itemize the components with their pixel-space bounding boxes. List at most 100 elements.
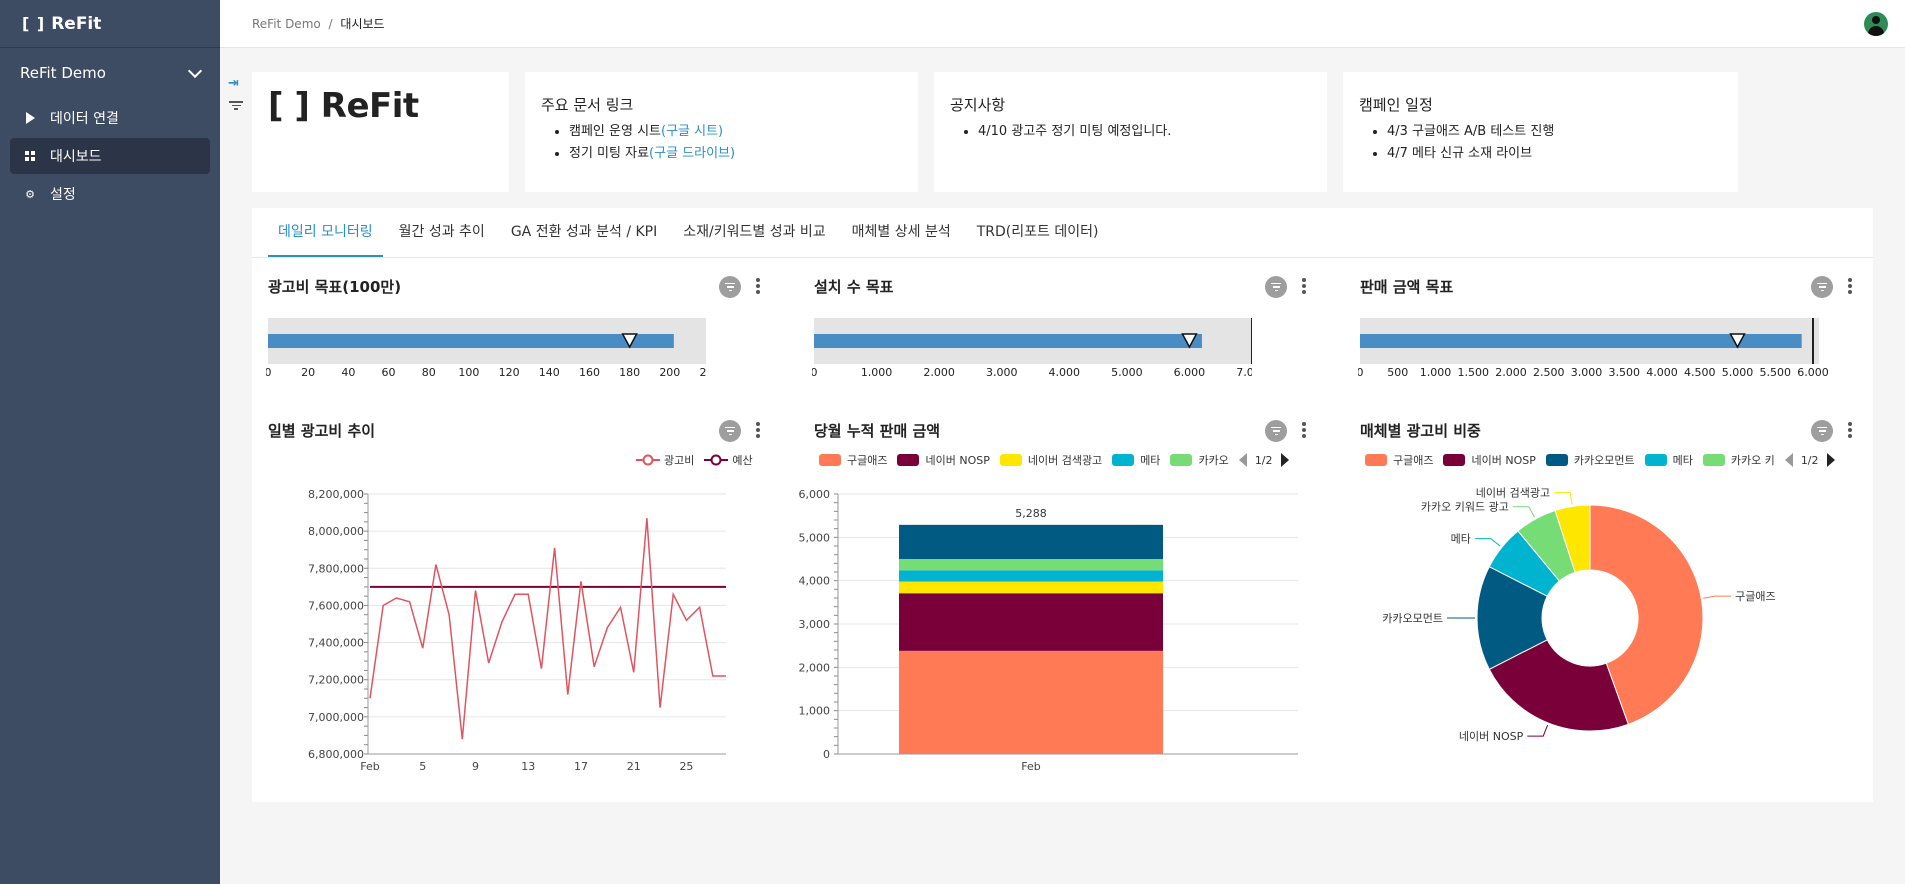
tab-creative-keyword[interactable]: 소재/키워드별 성과 비교 xyxy=(683,224,826,240)
filter-icon[interactable] xyxy=(228,101,244,110)
widget-filter-icon[interactable] xyxy=(719,420,741,442)
legend-item[interactable]: 네이버 검색광고 xyxy=(999,452,1102,468)
chevron-down-icon xyxy=(187,63,203,78)
tab-media-detail[interactable]: 매체별 상세 분석 xyxy=(851,224,951,240)
widget-filter-icon[interactable] xyxy=(1265,276,1287,298)
donut-slice-label: 메타 xyxy=(1451,533,1471,546)
legend-prev-icon[interactable] xyxy=(1238,453,1247,467)
sidebar-item-data-connection[interactable]: 데이터 연결 xyxy=(10,100,210,136)
more-vert-icon[interactable] xyxy=(1301,421,1307,439)
bar-segment xyxy=(899,524,1163,559)
grid-icon xyxy=(22,151,38,161)
legend-item[interactable]: 네이버 NOSP xyxy=(1443,452,1536,468)
tab-daily-monitoring[interactable]: 데일리 모니터링 xyxy=(268,208,383,257)
more-vert-icon[interactable] xyxy=(1301,277,1307,295)
sidebar-item-dashboard[interactable]: 대시보드 xyxy=(10,138,210,174)
legend-item[interactable]: 카카오 xyxy=(1170,452,1229,468)
legend-next-icon[interactable] xyxy=(1826,453,1835,467)
y-tick-label: 1,000 xyxy=(799,705,831,718)
breadcrumb-current: 대시보드 xyxy=(340,17,385,31)
bullet-tick-label: 1,000 xyxy=(1420,366,1452,376)
breadcrumb-root[interactable]: ReFit Demo xyxy=(252,17,321,31)
bullet-tick-label: 80 xyxy=(422,366,436,376)
bullet-tick-label: 40 xyxy=(341,366,355,376)
schedule-item: 4/7 메타 신규 소재 라이브 xyxy=(1387,143,1722,165)
legend-item-spend[interactable]: 광고비 xyxy=(636,452,694,468)
x-tick-label: 17 xyxy=(574,760,588,773)
legend-label: 네이버 NOSP xyxy=(925,454,990,467)
logo-brackets-large: [ ] xyxy=(268,86,310,126)
tab-ga-conversion[interactable]: GA 전환 성과 분석 / KPI xyxy=(510,224,658,240)
legend-item[interactable]: 메타 xyxy=(1112,452,1160,468)
legend-line-marker-icon xyxy=(636,454,660,466)
y-tick-label: 7,800,000 xyxy=(308,562,364,575)
bullet-tick-label: 1,500 xyxy=(1458,366,1490,376)
widget-filter-icon[interactable] xyxy=(1265,420,1287,442)
line-chart-daily-spend: 6,800,000 7,000,000 7,200,000 7,400,000 7,60… xyxy=(308,488,726,773)
legend-item[interactable]: 네이버 NOSP xyxy=(897,452,990,468)
donut-label-leader xyxy=(1474,538,1501,547)
y-tick-label: 6,000 xyxy=(799,488,831,501)
legend-swatch xyxy=(1365,454,1387,466)
more-vert-icon[interactable] xyxy=(755,421,761,439)
schedule-card: 캠페인 일정 4/3 구글애즈 A/B 테스트 진행 4/7 메타 신규 소재 … xyxy=(1343,72,1738,192)
legend-label: 구글애즈 xyxy=(847,454,888,467)
legend-label: 카카오 xyxy=(1198,454,1229,467)
avatar[interactable] xyxy=(1864,12,1888,36)
notice-item: 4/10 광고주 정기 미팅 예정입니다. xyxy=(978,121,1311,143)
bullet-tick-label: 180 xyxy=(619,366,640,376)
donut-label-leader xyxy=(1512,506,1536,518)
widget-filter-icon[interactable] xyxy=(1811,420,1833,442)
app-logo[interactable]: [ ] ReFit xyxy=(0,0,220,48)
y-tick-label: 3,000 xyxy=(799,618,831,631)
series-line-spend xyxy=(369,518,726,740)
logo-card: [ ] ReFit xyxy=(252,72,509,192)
widget-title-media-share: 매체별 광고비 비중 xyxy=(1360,422,1481,440)
legend-item-budget[interactable]: 예산 xyxy=(704,452,753,468)
legend-item[interactable]: 메타 xyxy=(1644,452,1693,468)
docs-link[interactable]: (구글 드라이브) xyxy=(649,146,736,161)
docs-item-text: 정기 미팅 자료 xyxy=(569,146,650,161)
bullet-tick-label: 4,000 xyxy=(1049,366,1081,376)
bullet-tick-label: 3,000 xyxy=(986,366,1018,376)
donut-slice xyxy=(1488,639,1629,732)
sidebar: [ ] ReFit ReFit Demo 데이터 연결 대시보드 ⚙ 설정 xyxy=(0,0,220,884)
widget-title-daily-spend: 일별 광고비 추이 xyxy=(268,422,376,440)
legend-swatch xyxy=(999,454,1022,466)
y-tick-label: 4,000 xyxy=(799,575,831,588)
docs-item: 정기 미팅 자료(구글 드라이브) xyxy=(569,143,902,165)
legend-item[interactable]: 카카오모먼트 xyxy=(1545,452,1635,468)
widget-filter-icon[interactable] xyxy=(719,276,741,298)
more-vert-icon[interactable] xyxy=(1847,421,1853,439)
gear-icon: ⚙ xyxy=(25,187,35,201)
bullet-tick-label: 0 xyxy=(1358,366,1364,376)
y-tick-label: 6,800,000 xyxy=(308,748,364,761)
x-tick-label: Feb xyxy=(360,760,379,773)
bullet-tick-label: 1,000 xyxy=(861,366,893,376)
legend-label: 메타 xyxy=(1140,454,1161,467)
legend-swatch xyxy=(819,454,841,466)
schedule-title: 캠페인 일정 xyxy=(1359,96,1433,114)
legend-prev-icon[interactable] xyxy=(1784,453,1793,467)
legend-item[interactable]: 카카오 키 xyxy=(1702,452,1775,468)
legend-next-icon[interactable] xyxy=(1280,453,1289,467)
sidebar-item-settings[interactable]: ⚙ 설정 xyxy=(10,176,210,212)
donut-slice xyxy=(1554,504,1591,573)
more-vert-icon[interactable] xyxy=(1847,277,1853,295)
bullet-tick-label: 2,000 xyxy=(1495,366,1527,376)
bullet-chart-installs: 0 1,000 2,000 3,000 4,000 5,000 6,000 7,000 xyxy=(812,318,1252,376)
expand-panel-icon[interactable]: ⇥ xyxy=(228,76,239,91)
docs-item-text: 캠페인 운영 시트 xyxy=(569,124,661,139)
legend-item[interactable]: 구글애즈 xyxy=(819,452,887,468)
more-vert-icon[interactable] xyxy=(755,277,761,295)
bar-total-label: 5,288 xyxy=(1015,507,1047,520)
tab-trd-report[interactable]: TRD(리포트 데이터) xyxy=(976,224,1099,240)
widget-filter-icon[interactable] xyxy=(1811,276,1833,298)
docs-link[interactable]: (구글 시트) xyxy=(661,124,724,139)
tab-monthly-trend[interactable]: 월간 성과 추이 xyxy=(398,224,485,240)
bullet-tick-label: 4,500 xyxy=(1684,366,1716,376)
legend-item[interactable]: 구글애즈 xyxy=(1365,452,1433,468)
bullet-tick-label: 6,000 xyxy=(1797,366,1828,376)
org-selector[interactable]: ReFit Demo xyxy=(0,48,220,98)
